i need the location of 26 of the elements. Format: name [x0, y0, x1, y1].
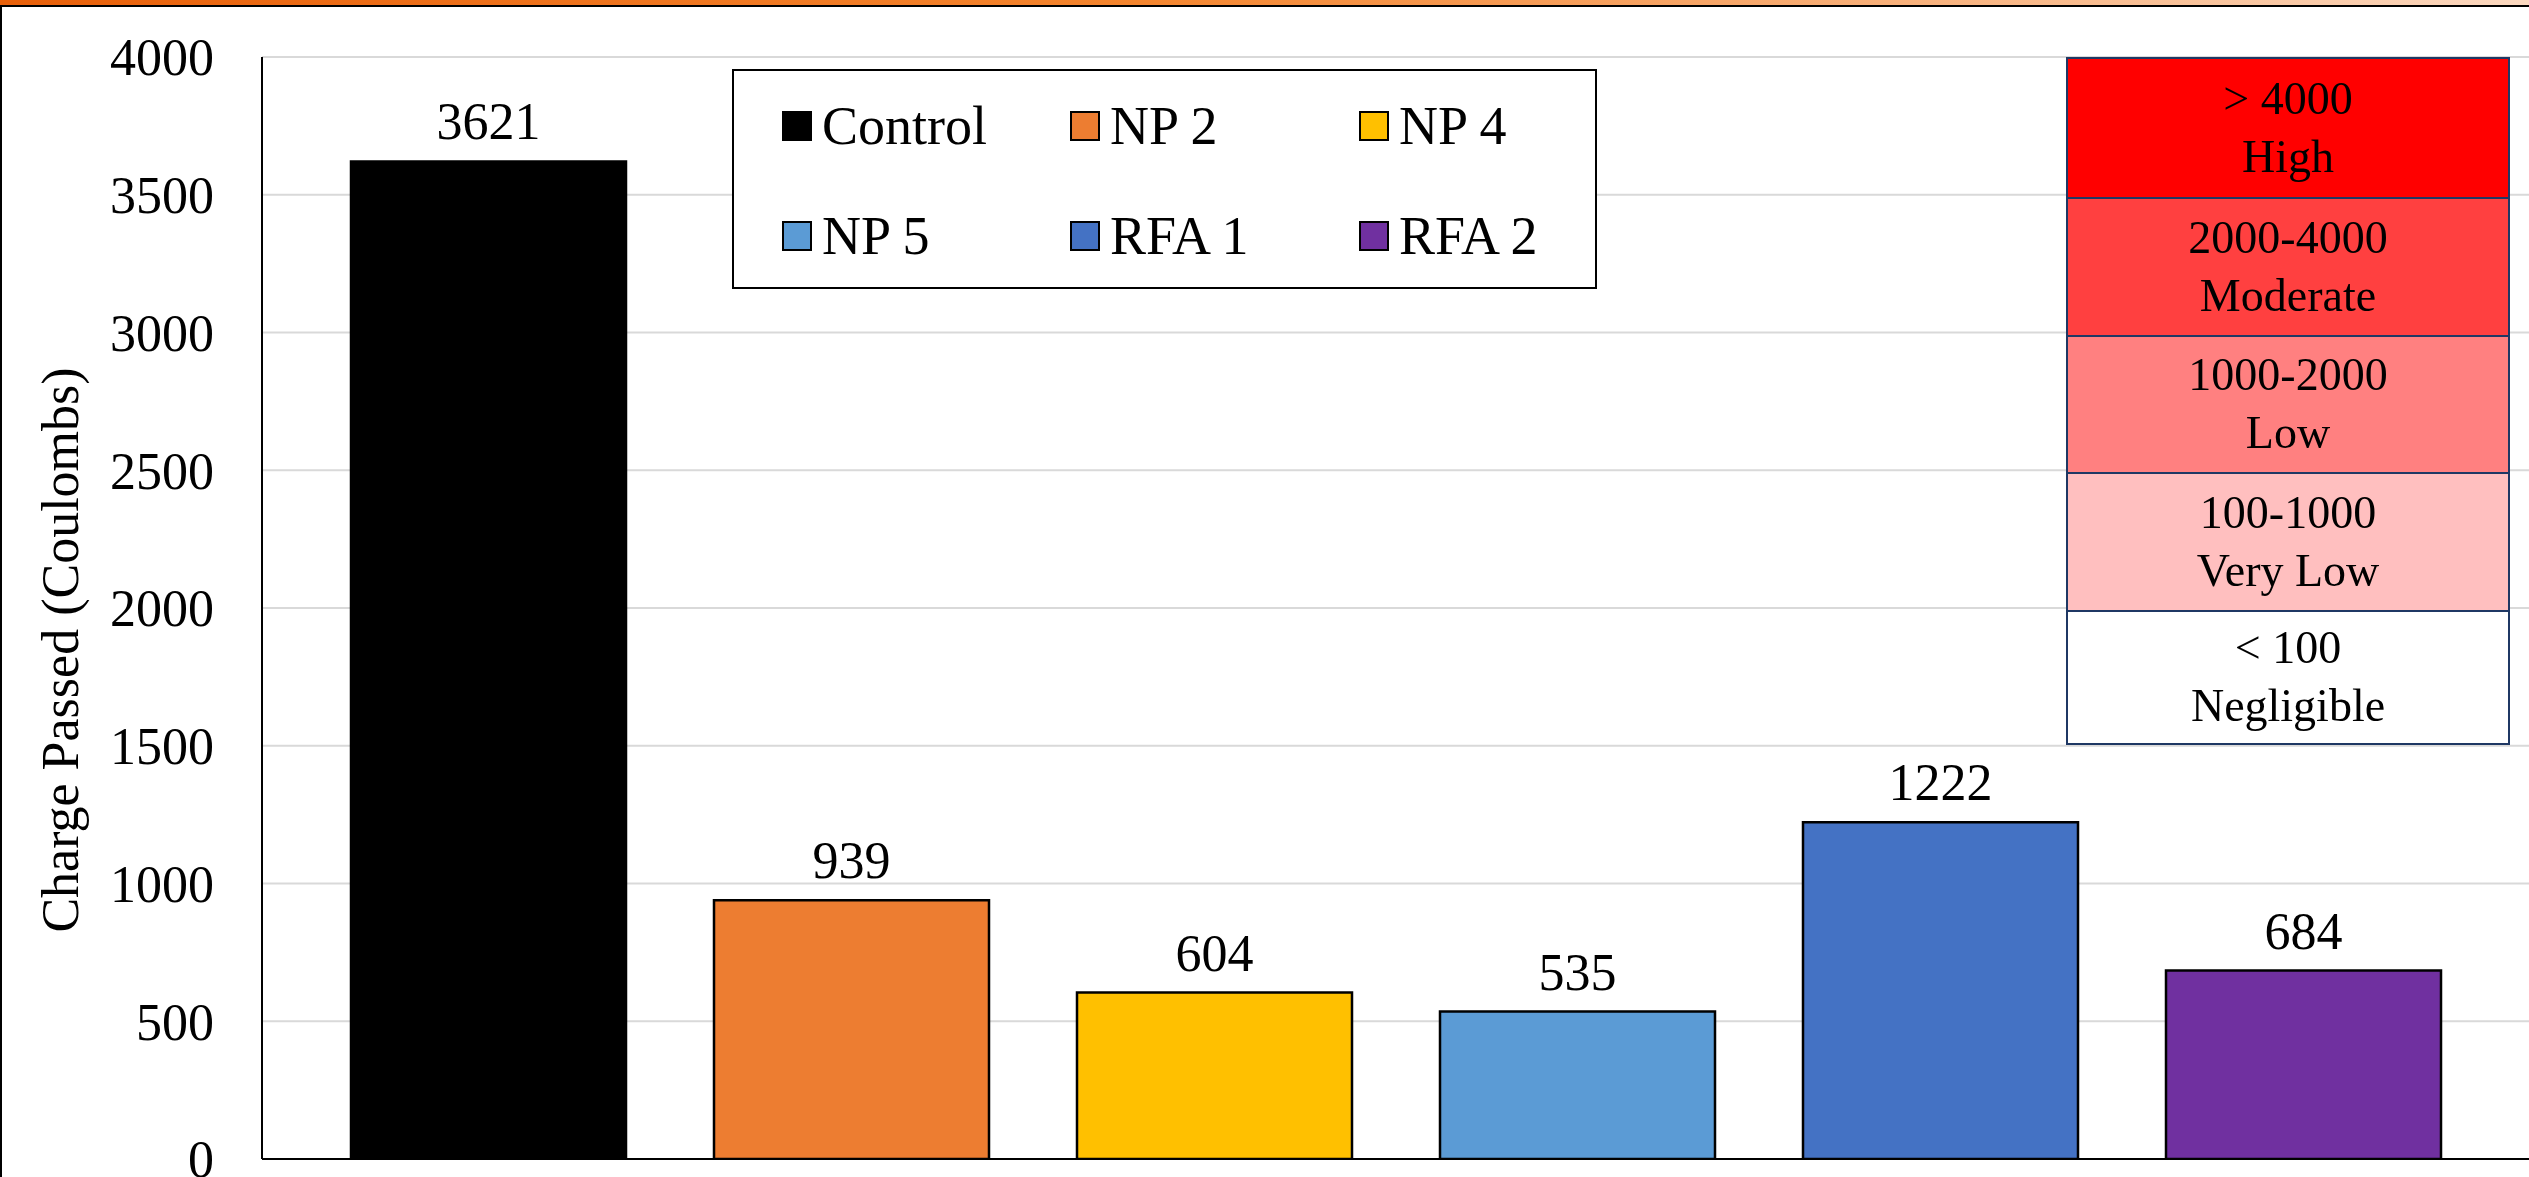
annotation: > 4000 High [2223, 71, 2353, 184]
data-label: 684 [2264, 902, 2343, 960]
annotation: 1000-2000 Low [2188, 348, 2388, 461]
annotation: 100-1000 Very Low [2196, 486, 2380, 599]
legend-label: NP 5 [822, 205, 930, 267]
legend-label: RFA 2 [1399, 205, 1538, 267]
y-tick-label: 3500 [110, 167, 214, 225]
y-tick-label: 4000 [110, 29, 214, 87]
legend-label: NP 2 [1110, 95, 1218, 157]
y-tick-label: 1500 [110, 718, 214, 776]
y-tick-label: 1000 [110, 855, 214, 913]
annotation: < 100 Negligible [2190, 621, 2386, 734]
legend-label: NP 4 [1399, 95, 1507, 157]
data-label: 3621 [436, 93, 541, 151]
data-label: 939 [812, 832, 891, 890]
data-label: 604 [1175, 924, 1254, 982]
data-label: 1222 [1888, 754, 1993, 812]
legend-label: RFA 1 [1110, 205, 1249, 267]
annotation: 2000-4000 Moderate [2188, 210, 2388, 323]
y-tick-label: 2500 [110, 442, 214, 500]
y-tick-label: 500 [136, 993, 214, 1051]
y-tick-label: 3000 [110, 304, 214, 362]
y-axis-title: Charge Passed (Coulombs) [32, 367, 90, 933]
y-tick-label: 2000 [110, 580, 214, 638]
legend-label: Control [822, 95, 988, 157]
data-label: 535 [1538, 943, 1617, 1001]
